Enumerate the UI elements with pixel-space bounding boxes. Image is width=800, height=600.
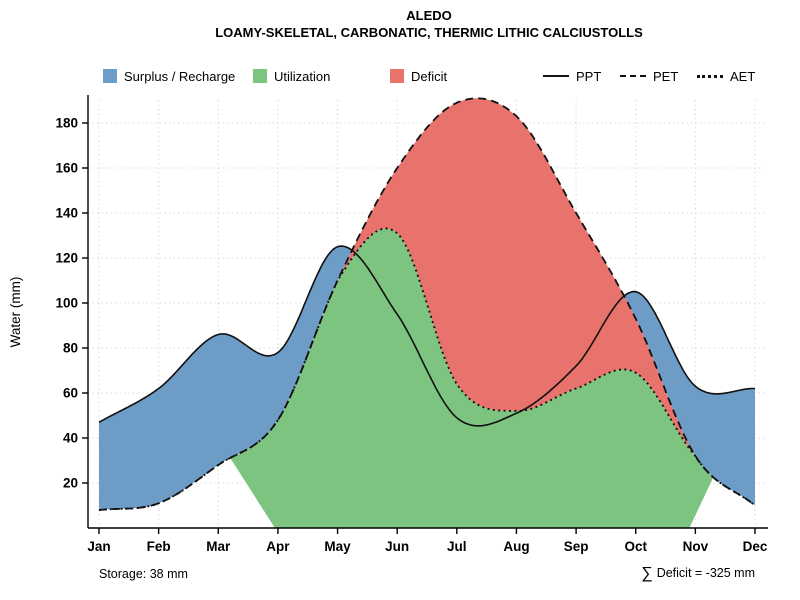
y-tick-label: 40 — [63, 431, 78, 446]
surplus-recharge-area — [99, 246, 352, 510]
x-tick-label: Nov — [683, 539, 709, 554]
utilization-area — [230, 228, 714, 528]
deficit-sum-text: Deficit = -325 mm — [656, 566, 755, 580]
x-tick-label: Oct — [624, 539, 647, 554]
x-tick-label: Mar — [206, 539, 231, 554]
aet-line-sample-icon — [697, 74, 723, 78]
y-tick-label: 120 — [55, 251, 78, 266]
x-tick-label: Dec — [743, 539, 768, 554]
legend-item-aet: AET — [697, 68, 755, 84]
legend-label-utilization: Utilization — [274, 68, 331, 84]
utilization-swatch — [253, 69, 267, 83]
legend-item-deficit: Deficit — [390, 68, 447, 84]
ppt-line — [98, 245, 755, 427]
aet-line — [98, 227, 756, 511]
deficit-swatch — [390, 69, 404, 83]
storage-annotation: Storage: 38 mm — [99, 567, 188, 581]
axes — [82, 95, 768, 534]
y-axis-title: Water (mm) — [8, 276, 23, 348]
legend-item-ppt: PPT — [543, 68, 601, 84]
x-tick-label: Jan — [87, 539, 110, 554]
x-tick-label: May — [324, 539, 351, 554]
deficit-area — [338, 98, 695, 455]
y-tick-label: 100 — [55, 296, 78, 311]
x-tick-label: Aug — [503, 539, 529, 554]
x-tick-label: Feb — [147, 539, 171, 554]
surplus-swatch — [103, 69, 117, 83]
deficit-sum-annotation: ∑ Deficit = -325 mm — [641, 565, 755, 583]
legend-item-utilization: Utilization — [253, 68, 330, 84]
legend-label-ppt: PPT — [576, 68, 602, 84]
y-tick-label: 80 — [63, 341, 78, 356]
legend-label-pet: PET — [653, 68, 679, 84]
chart-subtitle: LOAMY-SKELETAL, CARBONATIC, THERMIC LITH… — [215, 25, 643, 40]
legend-label-deficit: Deficit — [411, 68, 448, 84]
x-tick-label: Apr — [266, 539, 290, 554]
legend-label-aet: AET — [730, 68, 756, 84]
sigma-symbol: ∑ — [641, 565, 653, 582]
x-tick-label: Jun — [385, 539, 409, 554]
y-tick-label: 180 — [55, 116, 78, 131]
x-tick-label: Sep — [564, 539, 589, 554]
y-tick-label: 20 — [63, 476, 78, 491]
ppt-line-sample-icon — [543, 75, 569, 77]
pet-line-sample-icon — [620, 75, 646, 77]
legend-item-surplus: Surplus / Recharge — [103, 68, 235, 84]
x-tick-label: Jul — [447, 539, 467, 554]
surplus-recharge-area — [625, 291, 755, 506]
legend-label-surplus: Surplus / Recharge — [124, 68, 236, 84]
chart-title: ALEDO — [406, 8, 452, 23]
y-tick-label: 60 — [63, 386, 78, 401]
legend-item-pet: PET — [620, 68, 678, 84]
y-tick-label: 160 — [55, 161, 78, 176]
y-tick-label: 140 — [55, 206, 78, 221]
